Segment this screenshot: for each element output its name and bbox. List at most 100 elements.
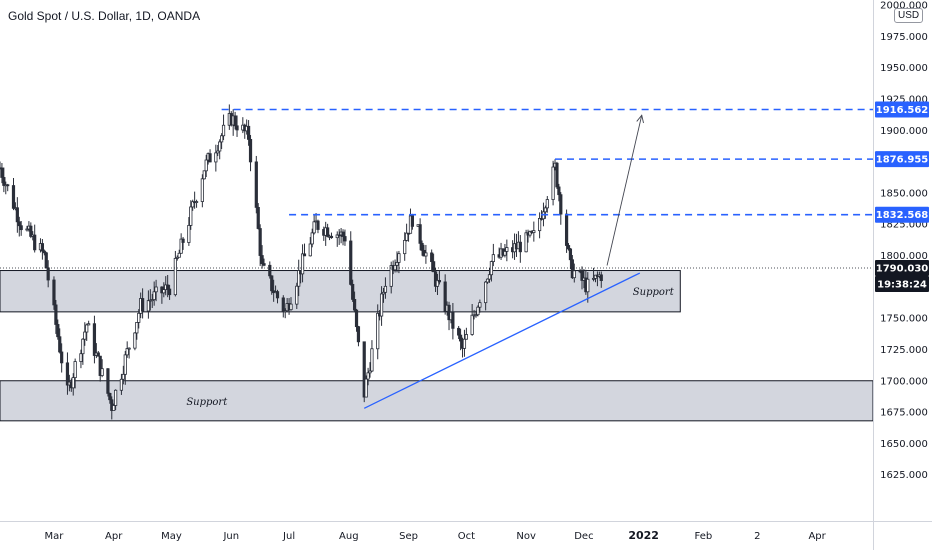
candle-body <box>150 299 154 301</box>
x-tick-label: Oct <box>458 531 475 542</box>
candle-body <box>518 241 522 253</box>
x-tick-label: Mar <box>45 531 65 542</box>
candle-body <box>173 257 177 296</box>
candle <box>221 114 226 141</box>
support-zones: Support Support <box>0 270 874 422</box>
candle <box>551 160 555 206</box>
candle-body <box>162 289 166 294</box>
candle <box>599 271 603 288</box>
candle-body <box>100 368 104 376</box>
candle-body <box>218 141 222 152</box>
candle-body <box>137 312 141 323</box>
candle <box>532 221 536 242</box>
candle <box>270 275 274 295</box>
candle <box>326 223 330 238</box>
y-tick-label: 1800.000 <box>880 251 928 262</box>
candle <box>179 233 183 254</box>
candle-body <box>258 228 262 256</box>
candle-body <box>200 178 204 202</box>
candle-body <box>295 285 299 305</box>
candle-body <box>503 250 507 256</box>
candle-body <box>462 338 467 349</box>
x-tick-label: May <box>161 531 182 542</box>
candle-body <box>538 218 542 232</box>
candle <box>275 289 280 304</box>
candle <box>114 389 118 411</box>
candle <box>403 232 407 261</box>
candle-body <box>98 355 102 376</box>
candle-body <box>393 264 397 271</box>
candle-body <box>289 303 293 311</box>
candle <box>106 368 110 397</box>
candle-body <box>214 152 218 163</box>
candle <box>25 225 29 232</box>
candle <box>258 224 262 266</box>
candle <box>420 240 424 256</box>
candle-body <box>326 227 330 237</box>
candle <box>248 134 253 172</box>
candle-body <box>81 338 85 355</box>
candle <box>395 251 399 273</box>
candle <box>458 328 463 351</box>
candle <box>418 218 422 251</box>
candle-body <box>141 298 145 312</box>
candle-body <box>262 263 266 266</box>
candle-body <box>146 300 150 312</box>
candle <box>566 243 571 251</box>
candle <box>570 255 574 279</box>
candle <box>354 308 359 332</box>
support-zone-label: Support <box>633 287 675 298</box>
candle <box>33 224 37 253</box>
countdown-badge: 19:38:24 <box>875 275 929 292</box>
candle-body <box>484 281 488 304</box>
trendline <box>363 272 641 409</box>
candle-body <box>349 240 353 285</box>
candle-body <box>528 231 532 236</box>
candle-body <box>570 259 574 279</box>
candle <box>121 365 125 385</box>
resistance-badge-text: 1832.568 <box>876 210 929 221</box>
projection-arrow-head <box>636 114 644 124</box>
candle <box>366 367 370 386</box>
candle <box>214 144 218 172</box>
candle-body <box>133 332 137 349</box>
y-tick-label: 1950.000 <box>880 63 928 74</box>
x-tick-label: Apr <box>808 531 826 542</box>
candle <box>389 261 393 294</box>
candle-body <box>580 270 584 281</box>
y-tick-label: 1725.000 <box>880 345 928 356</box>
candle-body <box>202 170 206 180</box>
candle <box>580 266 584 290</box>
candle <box>135 321 139 340</box>
candle-body <box>329 235 334 239</box>
candle <box>505 239 509 262</box>
y-tick-label: 1925.000 <box>880 94 928 105</box>
candle-body <box>351 283 355 300</box>
candle <box>341 229 345 246</box>
y-tick-label: 1675.000 <box>880 408 928 419</box>
candle <box>503 244 507 258</box>
x-tick-label: Sep <box>399 531 418 542</box>
candle-body <box>96 352 100 357</box>
candle-body <box>135 321 139 334</box>
support-zone <box>0 270 681 313</box>
candle <box>216 144 220 157</box>
candle-body <box>572 270 576 279</box>
resistance-badge-bg <box>875 151 929 168</box>
candle <box>424 244 428 264</box>
currency-button[interactable]: USD <box>894 8 924 23</box>
candle <box>289 297 293 311</box>
candle <box>98 355 102 382</box>
candle-body <box>543 207 547 213</box>
candle-body <box>119 378 124 391</box>
candle-body <box>194 201 199 203</box>
resistance-badge-bg <box>875 206 929 223</box>
candle-body <box>112 405 116 411</box>
candle <box>108 392 112 404</box>
candle <box>81 338 85 365</box>
candle-body <box>256 206 260 229</box>
candle-body <box>233 115 237 127</box>
candle <box>310 228 314 248</box>
candle <box>96 350 100 357</box>
